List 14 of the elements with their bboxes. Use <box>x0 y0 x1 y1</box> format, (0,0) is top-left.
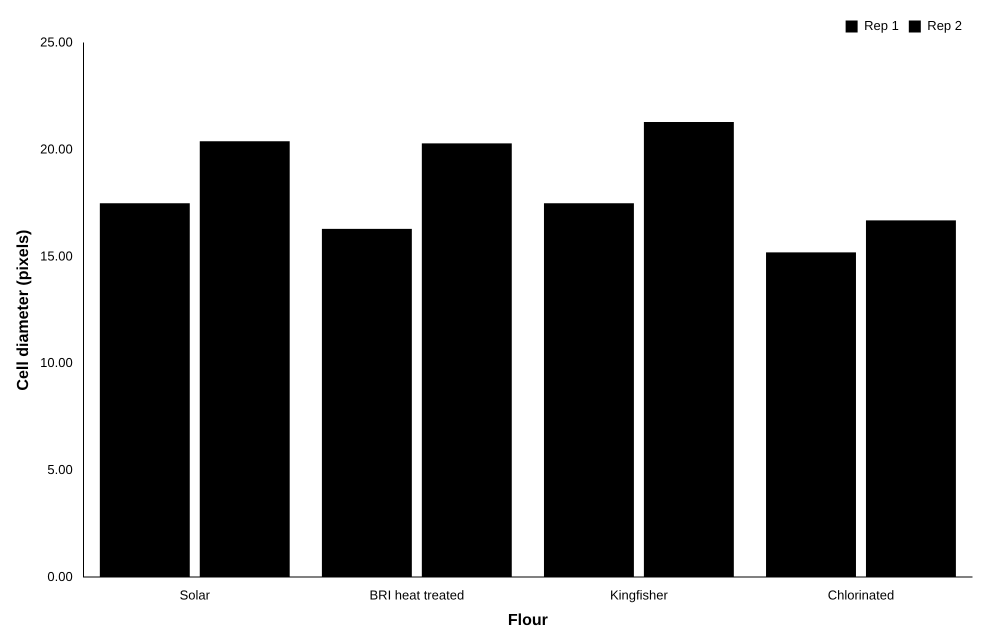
x-tick-label: Solar <box>180 588 211 603</box>
x-axis-title: Flour <box>508 612 548 629</box>
y-tick-label: 20.00 <box>40 141 73 156</box>
x-tick-label: BRI heat treated <box>369 588 464 603</box>
legend-label: Rep 1 <box>864 18 899 34</box>
y-tick-label: 25.00 <box>40 34 73 50</box>
y-tick-label: 5.00 <box>47 462 73 477</box>
x-tick-label: Kingfisher <box>610 588 668 603</box>
y-axis-title: Cell diameter (pixels) <box>15 230 32 391</box>
y-tick-label: 10.00 <box>40 355 73 370</box>
legend-label: Rep 2 <box>927 18 962 34</box>
x-tick-label: Chlorinated <box>828 588 894 603</box>
y-tick-label: 0.00 <box>47 568 73 584</box>
y-tick-label: 15.00 <box>40 248 73 264</box>
